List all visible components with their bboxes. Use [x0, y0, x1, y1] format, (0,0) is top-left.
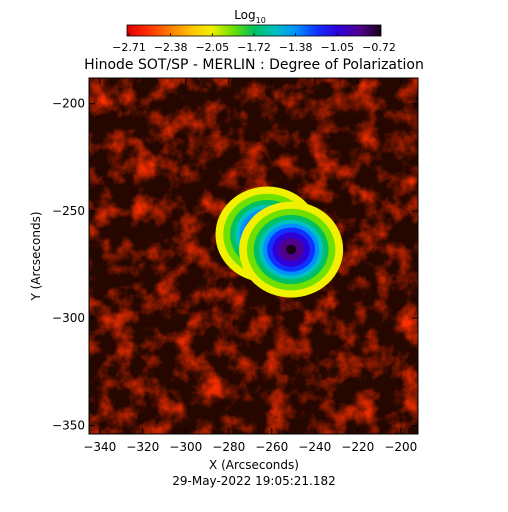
- x-tick-label: −320: [126, 440, 159, 454]
- y-tick-label: −300: [52, 311, 85, 325]
- colorbar-title: Log10: [234, 8, 266, 25]
- colorbar-tick-label: −2.71: [112, 41, 146, 54]
- y-axis: −200 −250 −300 −350: [52, 97, 418, 432]
- x-tick-label: −240: [298, 440, 331, 454]
- colorbar-tick-label: −2.38: [154, 41, 188, 54]
- x-axis-label: X (Arcseconds): [209, 458, 299, 472]
- x-tick-label: −200: [384, 440, 417, 454]
- colorbar-ticks: −2.71 −2.38 −2.05 −1.72 −1.38 −1.05 −0.72: [112, 33, 396, 54]
- x-tick-label: −300: [169, 440, 202, 454]
- x-tick-label: −260: [255, 440, 288, 454]
- timestamp: 29-May-2022 19:05:21.182: [172, 474, 336, 488]
- x-tick-label: −220: [341, 440, 374, 454]
- y-tick-label: −250: [52, 204, 85, 218]
- y-tick-label: −350: [52, 418, 85, 432]
- colorbar-tick-label: −1.05: [320, 41, 354, 54]
- heatmap-image: [89, 78, 418, 434]
- colorbar-tick-label: −1.72: [237, 41, 271, 54]
- plot-frame: [88, 77, 419, 435]
- x-tick-label: −340: [83, 440, 116, 454]
- colorbar-tick-label: −1.38: [279, 41, 313, 54]
- chart-title: Hinode SOT/SP - MERLIN : Degree of Polar…: [84, 57, 424, 73]
- y-tick-label: −200: [52, 97, 85, 111]
- x-axis: −340 −320 −300 −280 −260 −240 −220 −200: [83, 78, 417, 454]
- colorbar-tick-label: −2.05: [195, 41, 229, 54]
- x-tick-label: −280: [212, 440, 245, 454]
- sunspot-umbra-east-ring: [285, 244, 297, 255]
- colorbar-tick-label: −0.72: [362, 41, 396, 54]
- y-axis-label: Y (Arcseconds): [29, 211, 43, 301]
